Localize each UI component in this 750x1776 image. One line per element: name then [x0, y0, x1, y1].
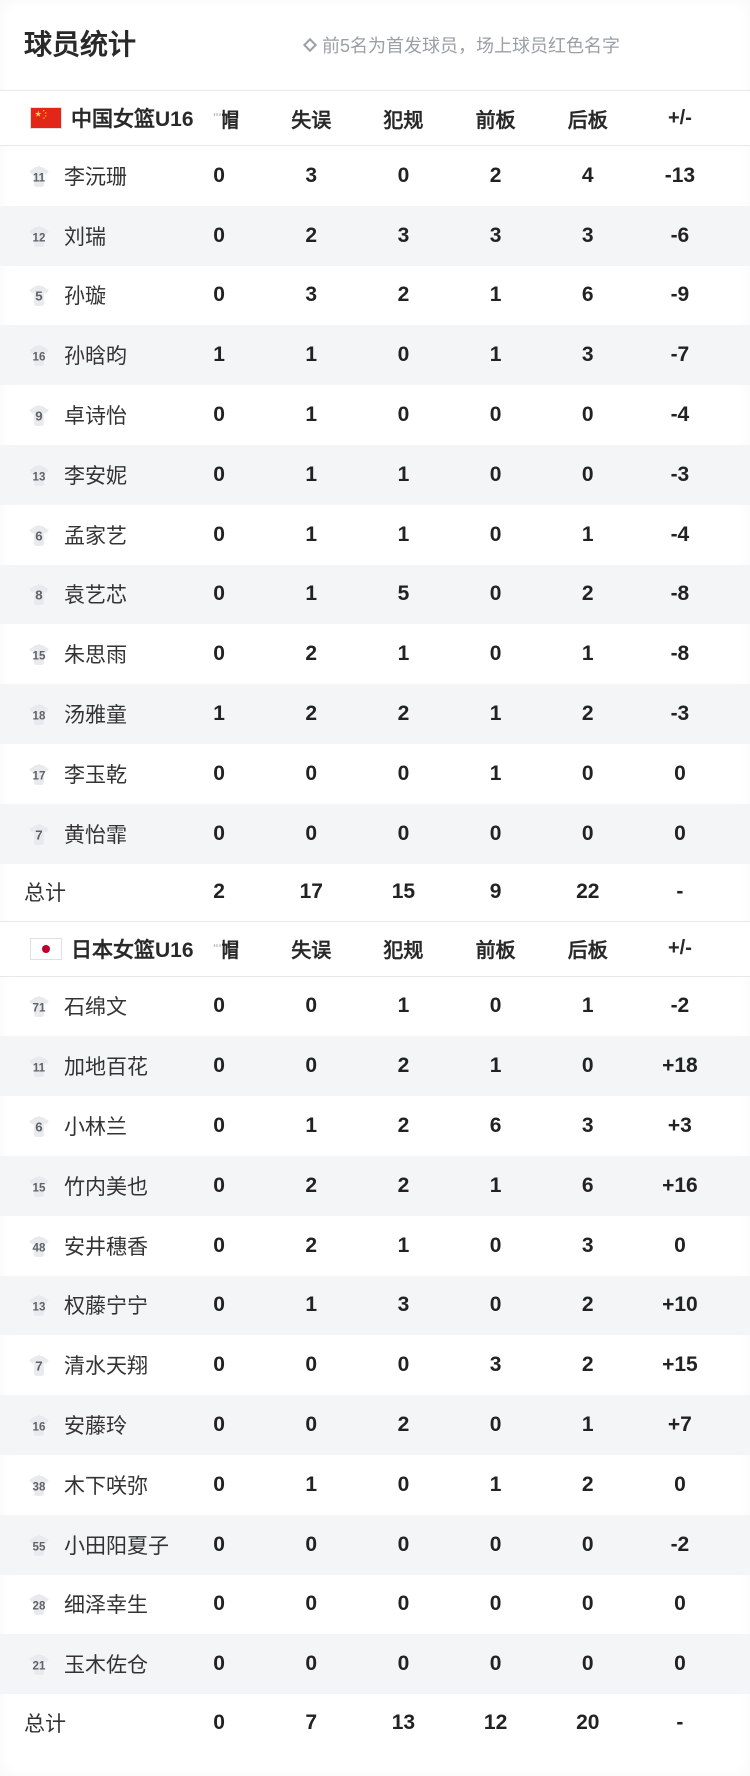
svg-text:7: 7	[35, 1359, 42, 1374]
svg-text:71: 71	[33, 1003, 46, 1015]
svg-text:16: 16	[33, 1422, 46, 1434]
svg-text:6: 6	[35, 1120, 42, 1135]
svg-text:7: 7	[35, 827, 42, 842]
svg-text:55: 55	[33, 1541, 46, 1553]
svg-text:12: 12	[33, 232, 46, 244]
svg-text:15: 15	[33, 1182, 46, 1194]
svg-text:16: 16	[33, 352, 46, 364]
svg-text:38: 38	[33, 1481, 46, 1493]
svg-text:8: 8	[35, 588, 42, 603]
svg-text:28: 28	[33, 1601, 46, 1613]
svg-text:6: 6	[35, 528, 42, 543]
svg-text:13: 13	[33, 1302, 46, 1314]
svg-text:48: 48	[33, 1242, 46, 1254]
svg-text:5: 5	[35, 289, 43, 304]
svg-text:18: 18	[33, 711, 46, 723]
svg-text:21: 21	[33, 1661, 46, 1673]
svg-text:17: 17	[33, 770, 46, 782]
svg-text:13: 13	[33, 471, 46, 483]
svg-text:9: 9	[35, 409, 42, 424]
svg-text:11: 11	[33, 172, 46, 184]
svg-text:15: 15	[33, 651, 46, 663]
svg-text:11: 11	[33, 1063, 46, 1075]
